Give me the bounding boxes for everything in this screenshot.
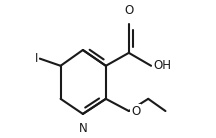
Text: O: O [124, 4, 133, 17]
Text: O: O [131, 105, 140, 118]
Text: I: I [35, 52, 38, 65]
Text: OH: OH [153, 59, 171, 72]
Text: N: N [78, 122, 87, 135]
